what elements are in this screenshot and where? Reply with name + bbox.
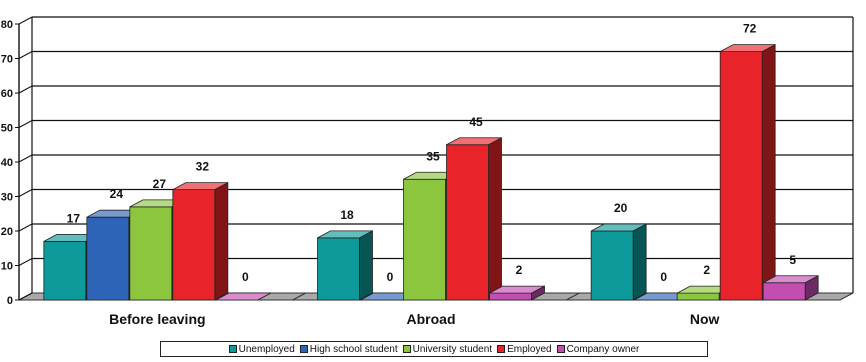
bar-university-student-before-leaving xyxy=(129,206,173,301)
y-tick-label: 40 xyxy=(1,157,13,169)
bar-employed-before-leaving xyxy=(172,189,216,301)
bar-employed-before-leaving-top xyxy=(172,182,229,191)
legend-label: University student xyxy=(412,343,493,355)
data-label: 72 xyxy=(743,22,757,36)
bar-employed-now-top xyxy=(719,44,776,52)
bar-employed-now-side xyxy=(761,43,776,301)
bar-employed-abroad-side xyxy=(488,137,502,301)
bar-unemployed-before-leaving xyxy=(43,240,87,301)
data-label: 20 xyxy=(614,201,628,215)
legend-swatch xyxy=(556,345,565,353)
x-tick-label: Now xyxy=(690,311,720,327)
legend-swatch xyxy=(497,345,506,353)
y-tick-label: 60 xyxy=(1,88,13,100)
legend-label: Employed xyxy=(507,343,552,355)
legend-label: High school student xyxy=(309,343,398,355)
bar-university-student-now xyxy=(676,292,720,301)
bar-company-owner-before-leaving-top xyxy=(215,292,272,301)
legend-swatch xyxy=(228,345,237,353)
legend-label: Company owner xyxy=(566,343,640,355)
y-tick-label: 30 xyxy=(1,192,13,204)
y-tick-label: 0 xyxy=(7,295,13,307)
gridline-side xyxy=(18,120,33,128)
gridline-side xyxy=(18,51,33,59)
data-label: 0 xyxy=(660,270,667,284)
bar-unemployed-now xyxy=(590,230,634,301)
data-label: 0 xyxy=(387,270,394,284)
data-label: 27 xyxy=(153,177,167,191)
y-tick-label: 20 xyxy=(1,226,13,238)
legend-swatch xyxy=(299,345,308,353)
gridline-side xyxy=(18,85,33,94)
bar-university-student-abroad xyxy=(403,178,446,301)
data-label: 0 xyxy=(242,270,249,284)
bar-company-owner-now xyxy=(762,282,806,301)
legend-label: Unemployed xyxy=(238,343,295,355)
data-label: 17 xyxy=(67,211,81,225)
data-label: 32 xyxy=(196,160,210,174)
gridline-side xyxy=(18,16,33,25)
data-label: 5 xyxy=(789,253,796,267)
legend-item: Unemployed xyxy=(228,343,295,355)
category-divider xyxy=(566,292,580,301)
bar-employed-abroad-top xyxy=(446,137,502,146)
legend-item: Employed xyxy=(497,343,552,355)
bar-unemployed-now-side xyxy=(632,223,647,301)
legend-item: Company owner xyxy=(556,343,640,355)
legend-item: High school student xyxy=(299,343,398,355)
bar-unemployed-now-top xyxy=(590,223,647,232)
y-tick-label: 70 xyxy=(1,54,13,66)
y-tick-label: 10 xyxy=(1,261,13,273)
bar-employed-abroad xyxy=(446,144,489,301)
bar-employed-before-leaving-side xyxy=(214,181,229,301)
bar-unemployed-abroad-side xyxy=(359,230,373,301)
x-tick-label: Before leaving xyxy=(109,311,205,327)
bar-company-owner-abroad xyxy=(489,292,532,301)
bar-high-school-student-before-leaving xyxy=(86,216,130,301)
legend-item: University student xyxy=(402,343,493,355)
bar-company-owner-now-top xyxy=(762,275,819,284)
legend-swatch xyxy=(402,345,411,353)
data-label: 18 xyxy=(340,208,354,222)
bar-employed-now xyxy=(719,51,763,301)
bar-unemployed-abroad-top xyxy=(317,230,373,239)
bar-unemployed-abroad xyxy=(317,237,360,301)
data-label: 24 xyxy=(110,187,124,201)
data-label: 45 xyxy=(469,115,483,129)
data-label: 35 xyxy=(426,149,440,163)
y-tick-label: 50 xyxy=(1,123,13,135)
category-divider xyxy=(292,292,306,301)
data-label: 2 xyxy=(516,263,523,277)
gridline-side xyxy=(18,189,33,197)
gridline-side xyxy=(18,223,33,232)
gridline-side xyxy=(18,292,33,301)
x-tick-label: Abroad xyxy=(407,311,456,327)
gridline-side xyxy=(18,154,33,163)
bar-company-owner-abroad-top xyxy=(489,285,545,294)
gridline-side xyxy=(18,258,33,266)
y-tick-label: 80 xyxy=(1,19,13,31)
legend: Unemployed High school student University … xyxy=(160,341,708,357)
data-label: 2 xyxy=(703,263,710,277)
